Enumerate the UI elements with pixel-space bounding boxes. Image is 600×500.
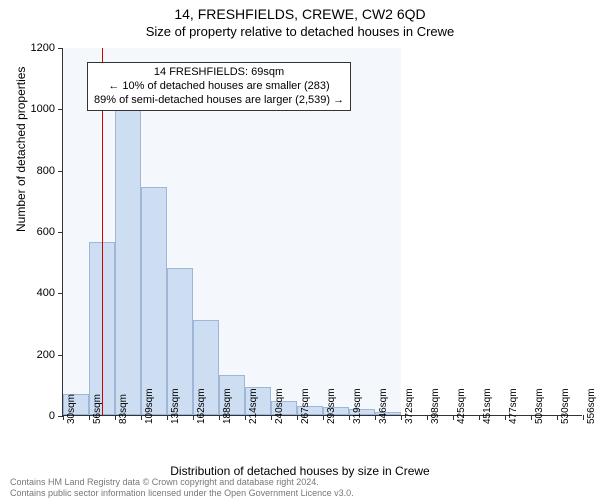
x-tick-label: 240sqm [274,388,285,424]
y-tick-mark [58,48,63,49]
x-tick-mark [401,415,402,420]
bar [115,93,141,415]
x-tick-mark [453,415,454,420]
x-tick-label: 556sqm [586,388,597,424]
plot-area: 14 FRESHFIELDS: 69sqm ← 10% of detached … [62,48,582,416]
x-tick-label: 503sqm [534,388,545,424]
bar [141,187,167,415]
y-tick-mark [58,109,63,110]
x-tick-label: 30sqm [66,394,77,424]
x-tick-label: 398sqm [430,388,441,424]
x-tick-label: 109sqm [144,388,155,424]
x-tick-label: 346sqm [378,388,389,424]
x-tick-mark [193,415,194,420]
y-axis-label: Number of detached properties [14,67,28,232]
x-tick-mark [271,415,272,420]
x-tick-label: 372sqm [404,388,415,424]
x-tick-mark [245,415,246,420]
x-tick-mark [427,415,428,420]
x-tick-label: 451sqm [482,388,493,424]
y-tick-mark [58,355,63,356]
x-axis-label: Distribution of detached houses by size … [0,464,600,478]
x-tick-mark [89,415,90,420]
y-tick-label: 400 [37,287,55,299]
attribution: Contains HM Land Registry data © Crown c… [10,477,354,498]
x-tick-mark [63,415,64,420]
x-tick-mark [583,415,584,420]
y-tick-label: 0 [49,410,55,422]
x-tick-mark [479,415,480,420]
x-tick-mark [297,415,298,420]
annotation-box: 14 FRESHFIELDS: 69sqm ← 10% of detached … [87,62,351,111]
attribution-line: Contains HM Land Registry data © Crown c… [10,477,354,487]
y-tick-label: 200 [37,349,55,361]
attribution-line: Contains public sector information licen… [10,488,354,498]
x-tick-mark [557,415,558,420]
x-tick-mark [219,415,220,420]
x-tick-mark [115,415,116,420]
annotation-line: ← 10% of detached houses are smaller (28… [94,80,344,94]
chart-subtitle: Size of property relative to detached ho… [0,24,600,39]
x-tick-label: 56sqm [92,394,103,424]
y-tick-label: 1000 [31,103,55,115]
x-tick-mark [375,415,376,420]
chart-container: 14, FRESHFIELDS, CREWE, CW2 6QD Size of … [0,0,600,500]
x-tick-mark [349,415,350,420]
x-tick-label: 135sqm [170,388,181,424]
x-tick-mark [167,415,168,420]
x-tick-label: 267sqm [300,388,311,424]
y-tick-label: 1200 [31,42,55,54]
x-tick-label: 162sqm [196,388,207,424]
x-tick-label: 188sqm [222,388,233,424]
x-tick-label: 477sqm [508,388,519,424]
y-tick-mark [58,171,63,172]
y-tick-label: 800 [37,165,55,177]
annotation-line: 89% of semi-detached houses are larger (… [94,94,344,108]
x-tick-label: 214sqm [248,388,259,424]
x-tick-mark [505,415,506,420]
x-tick-label: 530sqm [560,388,571,424]
y-tick-label: 600 [37,226,55,238]
chart-title: 14, FRESHFIELDS, CREWE, CW2 6QD [0,6,600,22]
x-tick-label: 319sqm [352,388,363,424]
x-tick-mark [141,415,142,420]
y-tick-mark [58,293,63,294]
x-tick-label: 293sqm [326,388,337,424]
x-tick-label: 83sqm [118,394,129,424]
annotation-line: 14 FRESHFIELDS: 69sqm [94,66,344,80]
x-tick-mark [531,415,532,420]
y-tick-mark [58,232,63,233]
x-tick-mark [323,415,324,420]
x-tick-label: 425sqm [456,388,467,424]
